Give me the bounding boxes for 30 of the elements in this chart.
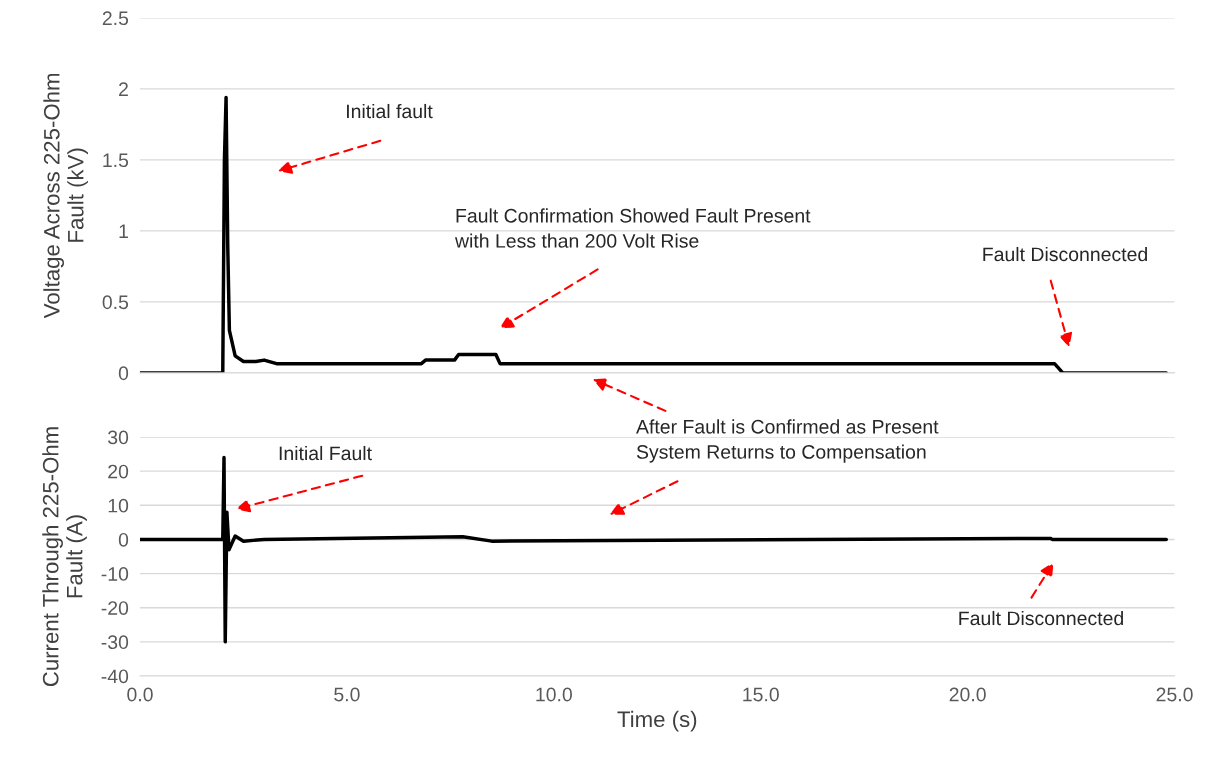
annotation: Fault Disconnected [983,246,1147,262]
annotation: Fault Confirmation Showed Fault Present with Less than 200 Volt Rise [454,208,811,248]
y-tick-label: 1 [119,224,128,238]
y-tick-label: 0 [118,366,129,381]
x-tick-label: 25.0 [1156,687,1193,702]
y-tick-label: 20 [108,464,129,479]
x-tick-label: 15.0 [743,687,779,702]
annotation: Initial fault [347,103,433,119]
y-tick-label: -10 [101,567,129,581]
annotation: Fault Disconnected [959,610,1123,626]
y-tick-label: -30 [101,635,129,650]
x-tick-label: 20.0 [949,687,986,702]
annotation: After Fault is Confirmed as Present System Returns to Compensation [636,419,939,463]
y-tick-label: 2 [119,82,128,96]
x-tick-label: 5.0 [334,687,360,702]
y-axis-title: Current Through 225-Ohm Fault (A) [42,427,87,687]
y-tick-label: 0.5 [102,295,129,310]
line-series [140,95,1169,373]
y-tick-label: 0 [118,532,129,547]
y-tick-label: 30 [108,430,129,445]
y-tick-label: 2.5 [102,11,129,26]
x-tick-label: 0.0 [127,687,153,702]
y-tick-label: -40 [101,669,129,684]
y-tick-label: -20 [101,601,129,615]
y-tick-label: 10 [108,498,129,513]
y-tick-label: 1.5 [103,153,129,168]
annotation: Initial Fault [279,445,372,461]
y-axis-title: Voltage Across 225-Ohm Fault (kV) [43,73,88,319]
x-tick-label: 10.0 [536,687,572,702]
x-axis-title: Time (s) [617,710,697,732]
